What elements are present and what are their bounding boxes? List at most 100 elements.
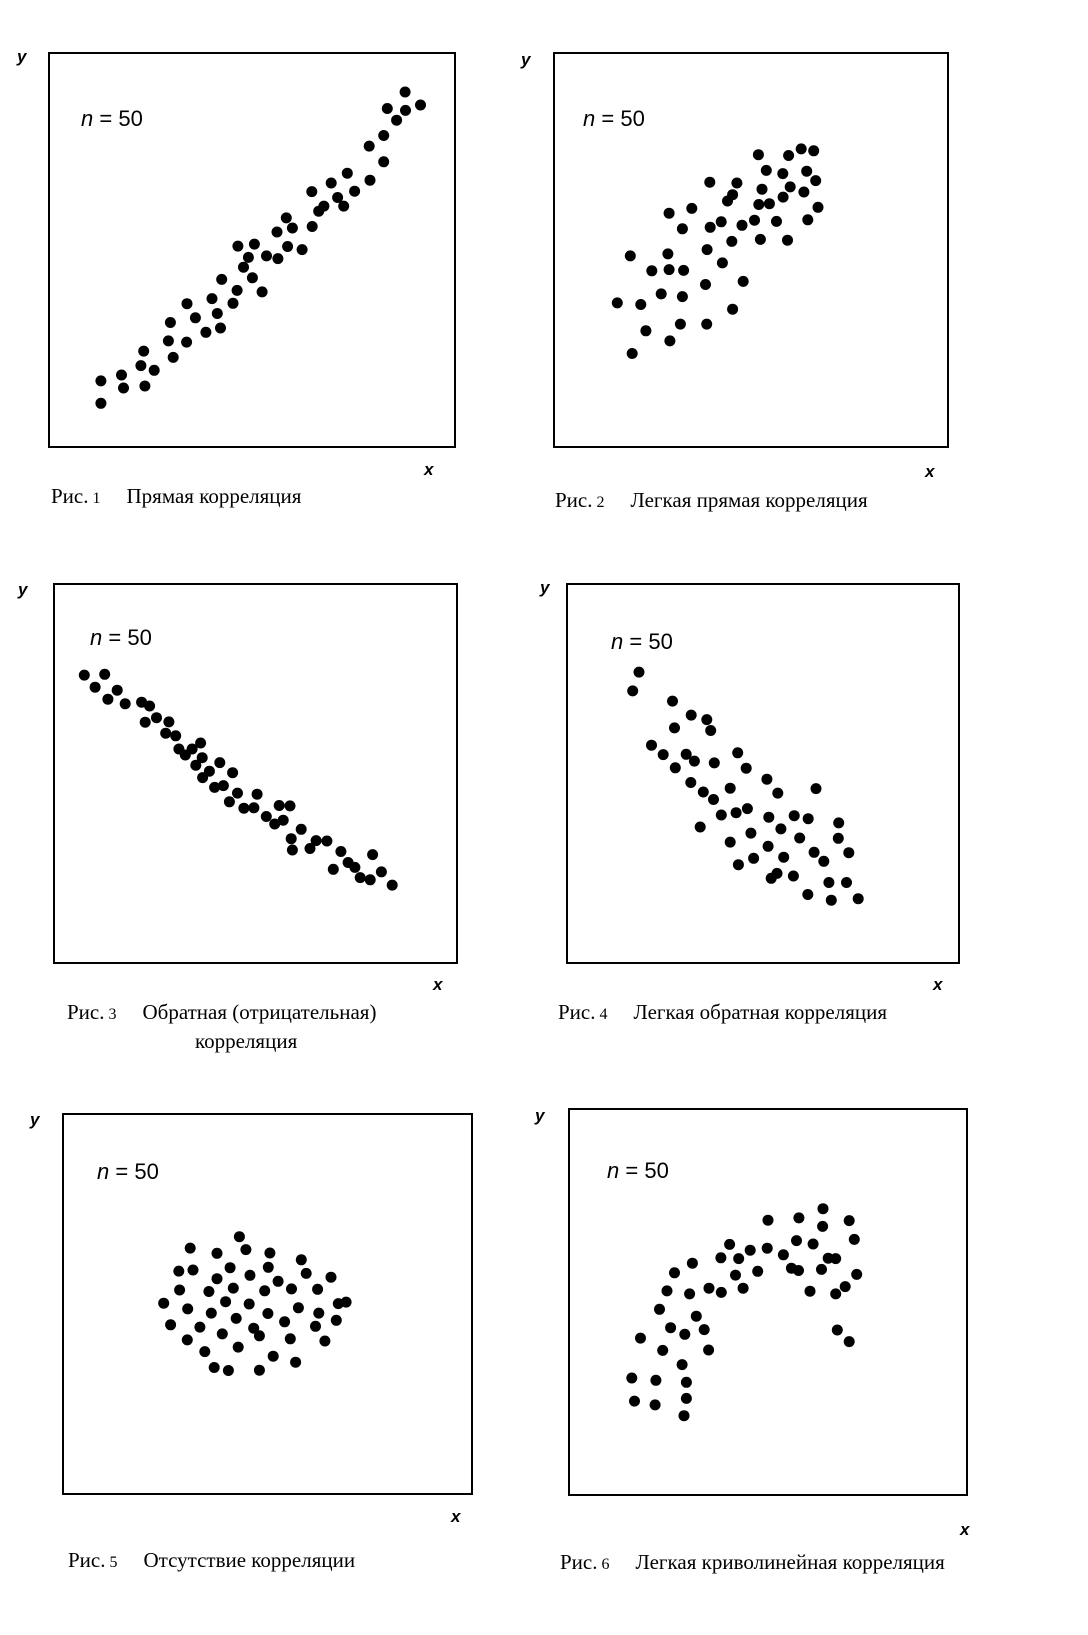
scatter-point: [354, 872, 366, 884]
figure-number: Рис. 4: [558, 1000, 608, 1024]
scatter-point: [748, 852, 760, 864]
scatter-dots-3: [78, 668, 398, 891]
scatter-point: [381, 103, 393, 114]
scatter-point: [726, 235, 738, 247]
scatter-point: [341, 167, 353, 179]
scatter-point: [262, 1261, 274, 1273]
scatter-point: [807, 1238, 819, 1250]
scatter-point: [286, 844, 298, 856]
scatter-point: [841, 877, 852, 888]
scatter-point: [277, 814, 289, 826]
scatter-point: [731, 177, 743, 189]
scatter-point: [148, 364, 160, 376]
scatter-point: [151, 712, 162, 724]
scatter-point: [340, 1296, 352, 1308]
scatter-point: [227, 767, 239, 779]
scatter-point: [680, 1376, 692, 1388]
scatter-point: [708, 757, 720, 769]
scatter-point: [99, 668, 111, 680]
scatter-point: [286, 1283, 297, 1295]
y-axis-label: y: [540, 578, 550, 597]
scatter-point: [749, 214, 760, 226]
caption-1: Рис. 1 Прямая корреляция: [51, 484, 301, 509]
scatter-point: [788, 810, 800, 822]
scatter-point: [694, 821, 706, 833]
scatter-plot-1: n = 50: [48, 52, 456, 448]
scatter-point: [851, 1268, 863, 1280]
scatter-point: [164, 317, 176, 328]
scatter-point: [205, 1307, 217, 1319]
scatter-point: [135, 360, 147, 372]
scatter-point: [640, 325, 652, 337]
scatter-point: [741, 803, 753, 815]
scatter-point: [95, 397, 107, 409]
x-axis-label: x: [433, 975, 443, 994]
scatter-point: [256, 286, 268, 298]
scatter-point: [243, 1298, 255, 1310]
n-annotation: n = 50: [90, 625, 152, 650]
scatter-point: [823, 877, 835, 888]
scatter-point: [669, 722, 680, 734]
scatter-point: [286, 222, 298, 234]
scatter-point: [282, 241, 294, 252]
scatter-point: [715, 809, 727, 821]
scatter-point: [248, 802, 260, 814]
scatter-point: [400, 104, 411, 116]
scatter-point: [795, 143, 807, 155]
scatter-point: [715, 1252, 727, 1264]
scatter-point: [635, 299, 647, 310]
scatter-point: [646, 739, 657, 751]
scatter-point: [843, 1215, 855, 1227]
scatter-point: [663, 207, 675, 219]
scatter-point: [262, 1308, 274, 1319]
scatter-point: [657, 749, 669, 761]
caption-3: Рис. 3 Обратная (отрицательная) корреляция: [67, 1000, 376, 1054]
scatter-point: [657, 1344, 669, 1356]
scatter-point: [378, 156, 390, 168]
scatter-point: [688, 755, 700, 767]
scatter-point: [760, 164, 772, 176]
scatter-point: [810, 783, 822, 795]
scatter-point: [223, 796, 235, 808]
scatter-point: [187, 1264, 199, 1276]
scatter-point: [627, 685, 639, 697]
scatter-point: [195, 737, 207, 749]
scatter-point: [211, 1273, 223, 1285]
scatter-point: [810, 175, 822, 187]
scatter-point: [215, 322, 226, 334]
n-annotation: n = 50: [607, 1158, 669, 1183]
scatter-point: [633, 666, 645, 678]
scatter-point: [736, 219, 748, 231]
scatter-point: [319, 1335, 331, 1347]
x-axis-label: x: [424, 460, 434, 479]
scatter-point: [295, 823, 307, 835]
scatter-point: [232, 787, 243, 799]
scatter-point: [251, 788, 263, 800]
scatter-point: [139, 716, 151, 728]
scatter-point: [119, 698, 131, 710]
scatter-point: [242, 251, 254, 263]
scatter-point: [676, 223, 688, 235]
scatter-point: [686, 202, 698, 214]
scatter-point: [386, 879, 398, 891]
scatter-point: [832, 832, 844, 844]
scatter-point: [812, 201, 824, 213]
scatter-point: [165, 1319, 177, 1331]
scatter-point: [284, 800, 296, 812]
scatter-point: [230, 1312, 242, 1324]
n-annotation: n = 50: [611, 629, 673, 654]
scatter-point: [181, 298, 193, 310]
scatter-point: [248, 238, 260, 250]
scatter-point: [744, 1244, 756, 1256]
scatter-point: [138, 345, 150, 357]
scatter-point: [745, 827, 757, 839]
figure-number: Рис. 2: [555, 488, 605, 512]
scatter-point: [701, 244, 713, 256]
scatter-point: [690, 1310, 702, 1322]
scatter-point: [794, 832, 806, 844]
scatter-dots-1: [95, 86, 426, 409]
figure-number: Рис. 1: [51, 484, 101, 508]
scatter-point: [852, 893, 864, 905]
scatter-point: [705, 725, 717, 736]
scatter-point: [295, 1254, 307, 1266]
